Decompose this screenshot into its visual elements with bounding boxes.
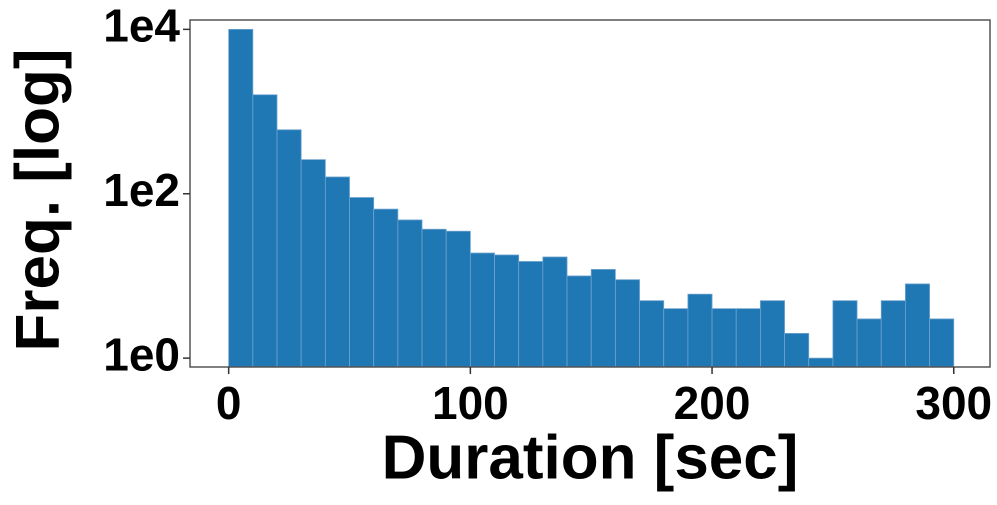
bar [494,254,520,368]
bar [324,176,350,368]
bar [276,129,302,368]
bar [590,269,616,368]
bar [300,159,326,368]
bar [832,300,858,368]
bar [759,300,785,368]
y-tick-label: 1e0 [103,328,180,380]
y-axis-label: Freq. [log] [3,48,72,351]
bar [929,318,955,368]
y-tick-label: 1e2 [103,164,180,216]
bar [542,256,568,368]
bar [252,94,278,368]
x-tick-label: 100 [432,377,509,429]
bar [905,283,930,368]
bar [711,308,737,368]
bar [856,318,882,368]
bar [663,308,689,368]
bar [445,230,471,368]
bar [228,28,254,368]
bar [566,275,592,368]
bar [469,252,495,368]
x-tick-label: 200 [674,377,751,429]
bar [349,197,375,368]
bar [784,332,810,368]
bar [397,219,423,368]
x-axis-label: Duration [sec] [382,423,799,492]
x-tick-label: 0 [216,377,242,429]
bar [735,308,761,368]
bar [808,357,834,368]
bar [421,228,447,368]
bar [614,279,640,368]
bar [373,208,399,368]
bar [518,261,544,368]
bar [639,300,665,368]
bar [880,300,906,368]
x-tick-label: 300 [915,377,992,429]
bar [687,293,713,368]
y-tick-label: 1e4 [103,0,180,52]
